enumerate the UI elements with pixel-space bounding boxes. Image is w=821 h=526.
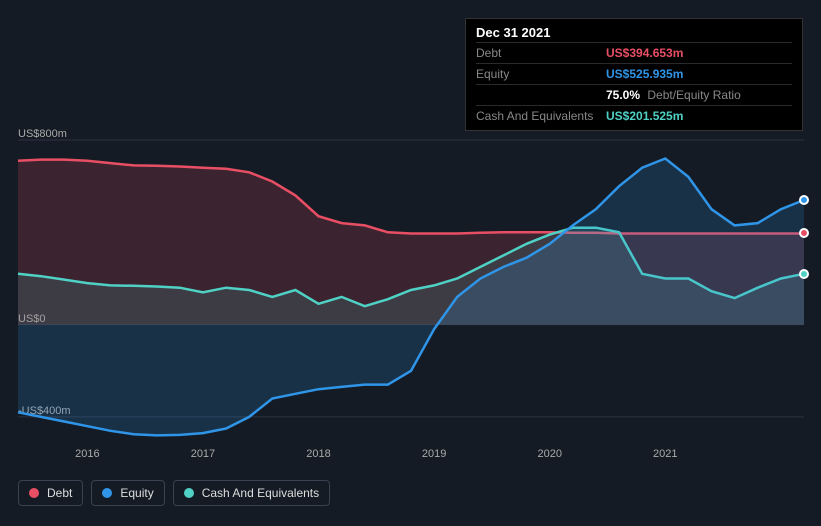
tooltip-row: 75.0% Debt/Equity Ratio: [476, 84, 792, 105]
legend-label: Equity: [120, 486, 153, 500]
tooltip-row: DebtUS$394.653m: [476, 42, 792, 63]
y-axis-label: US$800m: [18, 128, 67, 140]
tooltip-row-label: Equity: [476, 66, 606, 82]
cash-marker: [799, 269, 809, 279]
tooltip-row-label: [476, 87, 606, 103]
x-axis-label: 2020: [537, 448, 561, 460]
equity-marker: [799, 195, 809, 205]
chart-plot[interactable]: [18, 140, 804, 440]
chart-legend: Debt Equity Cash And Equivalents: [18, 480, 330, 506]
tooltip-row-value: US$201.525m: [606, 108, 683, 124]
chart-container: Dec 31 2021 DebtUS$394.653mEquityUS$525.…: [0, 0, 821, 526]
legend-item-cash[interactable]: Cash And Equivalents: [173, 480, 330, 506]
legend-label: Debt: [47, 486, 72, 500]
tooltip-row-value: US$525.935m: [606, 66, 683, 82]
tooltip-date: Dec 31 2021: [476, 25, 792, 40]
x-axis-label: 2021: [653, 448, 677, 460]
x-axis-label: 2016: [75, 448, 99, 460]
tooltip-row-sublabel: Debt/Equity Ratio: [644, 88, 741, 102]
legend-item-equity[interactable]: Equity: [91, 480, 164, 506]
tooltip-row-label: Cash And Equivalents: [476, 108, 606, 124]
x-axis-label: 2017: [191, 448, 215, 460]
tooltip-row-label: Debt: [476, 45, 606, 61]
x-axis-label: 2019: [422, 448, 446, 460]
legend-swatch-icon: [29, 488, 39, 498]
legend-swatch-icon: [184, 488, 194, 498]
tooltip-row-value: 75.0% Debt/Equity Ratio: [606, 87, 741, 103]
tooltip-row: EquityUS$525.935m: [476, 63, 792, 84]
legend-swatch-icon: [102, 488, 112, 498]
chart-tooltip: Dec 31 2021 DebtUS$394.653mEquityUS$525.…: [465, 18, 803, 131]
tooltip-row-value: US$394.653m: [606, 45, 683, 61]
tooltip-row: Cash And EquivalentsUS$201.525m: [476, 105, 792, 126]
legend-label: Cash And Equivalents: [202, 486, 319, 500]
debt-marker: [799, 228, 809, 238]
x-axis-label: 2018: [306, 448, 330, 460]
legend-item-debt[interactable]: Debt: [18, 480, 83, 506]
